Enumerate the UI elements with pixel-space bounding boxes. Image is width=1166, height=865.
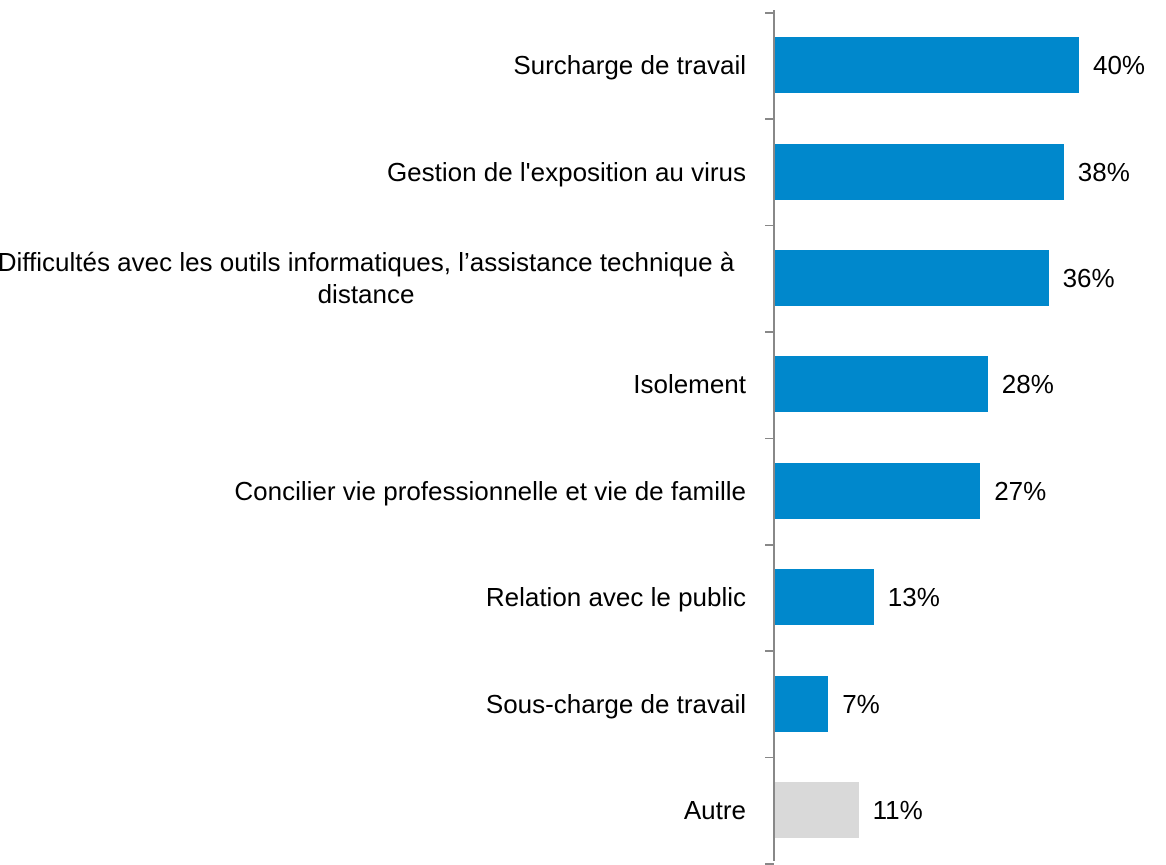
category-text: Surcharge de travail [513,50,746,81]
category-tick [765,12,774,14]
category-label: Concilier vie professionnelle et vie de … [0,441,746,541]
bar [775,675,829,732]
category-text: Autre [683,795,746,825]
category-label: Autre [0,760,746,860]
category-label: Gestion de l'exposition au virus [0,122,746,222]
category-tick [765,224,774,227]
axis-line [773,10,775,861]
category-tick [765,544,774,546]
bar [775,143,1064,200]
category-label: Isolement [0,334,746,434]
value-label: 40% [1093,50,1146,81]
category-tick [765,118,774,120]
category-tick [765,331,774,333]
category-tick [765,437,774,440]
category-text: Isolement [633,369,746,400]
value-label: 38% [1077,156,1130,187]
category-tick [765,756,774,759]
bar [775,356,988,413]
category-text: Difficultés avec les outils informatique… [0,247,735,309]
category-label: Difficultés avec les outils informatique… [0,228,746,328]
bar [775,782,859,838]
value-label: 28% [1001,369,1054,400]
bar [775,250,1049,306]
bar [775,462,981,519]
value-label: 27% [994,475,1047,506]
category-label: Surcharge de travail [0,15,746,115]
category-text: Relation avec le public [485,582,746,613]
bar [775,37,1079,94]
category-tick [765,650,774,652]
value-label: 13% [887,582,940,613]
category-tick [765,863,774,865]
category-text: Gestion de l'exposition au virus [386,156,746,187]
category-label: Sous-charge de travail [0,654,746,754]
category-text: Sous-charge de travail [485,688,746,719]
value-label: 7% [842,688,880,719]
category-label: Relation avec le public [0,547,746,647]
value-label: 11% [872,795,923,825]
category-text: Concilier vie professionnelle et vie de … [234,475,746,506]
value-label: 36% [1062,263,1115,293]
bar [775,569,874,626]
